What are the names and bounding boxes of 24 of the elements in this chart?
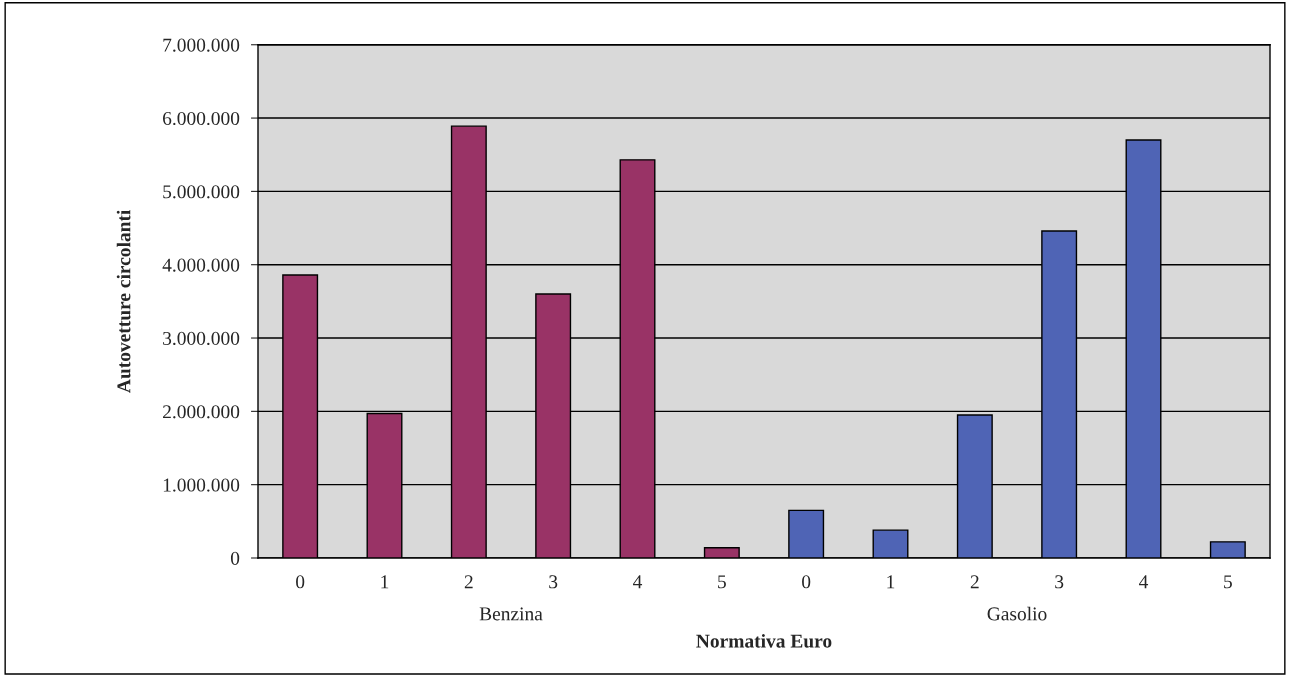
y-tick-label: 7.000.000 (163, 38, 240, 52)
x-tick-label: 4 (1139, 575, 1149, 589)
x-tick-label: 4 (633, 575, 643, 589)
x-tick-label: 0 (296, 575, 305, 589)
x-tick-label: 5 (1224, 575, 1232, 589)
x-tick-label: 1 (887, 575, 895, 589)
y-tick-label: 1.000.000 (163, 478, 240, 492)
x-axis-title: Normativa Euro (696, 633, 832, 648)
x-tick-label: 1 (381, 575, 389, 589)
x-tick-label: 3 (549, 575, 558, 589)
x-tick-label: 3 (1055, 575, 1064, 589)
y-tick-label: 0 (230, 551, 240, 565)
y-tick-label: 5.000.000 (163, 185, 240, 199)
x-tick-label: 2 (970, 575, 979, 589)
y-tick-label: 2.000.000 (163, 405, 240, 419)
x-tick-label: 2 (464, 575, 473, 589)
x-tick-label: 5 (718, 575, 726, 589)
x-tick-label: 0 (802, 575, 811, 589)
text: Gasolio (987, 606, 1047, 621)
y-tick-label: 4.000.000 (162, 258, 240, 272)
y-tick-label: 6.000.000 (163, 111, 240, 126)
y-tick-label: 3.000.000 (163, 331, 240, 346)
text: Benzina (479, 607, 543, 621)
y-axis-title: Autovetture circolanti (116, 209, 131, 393)
